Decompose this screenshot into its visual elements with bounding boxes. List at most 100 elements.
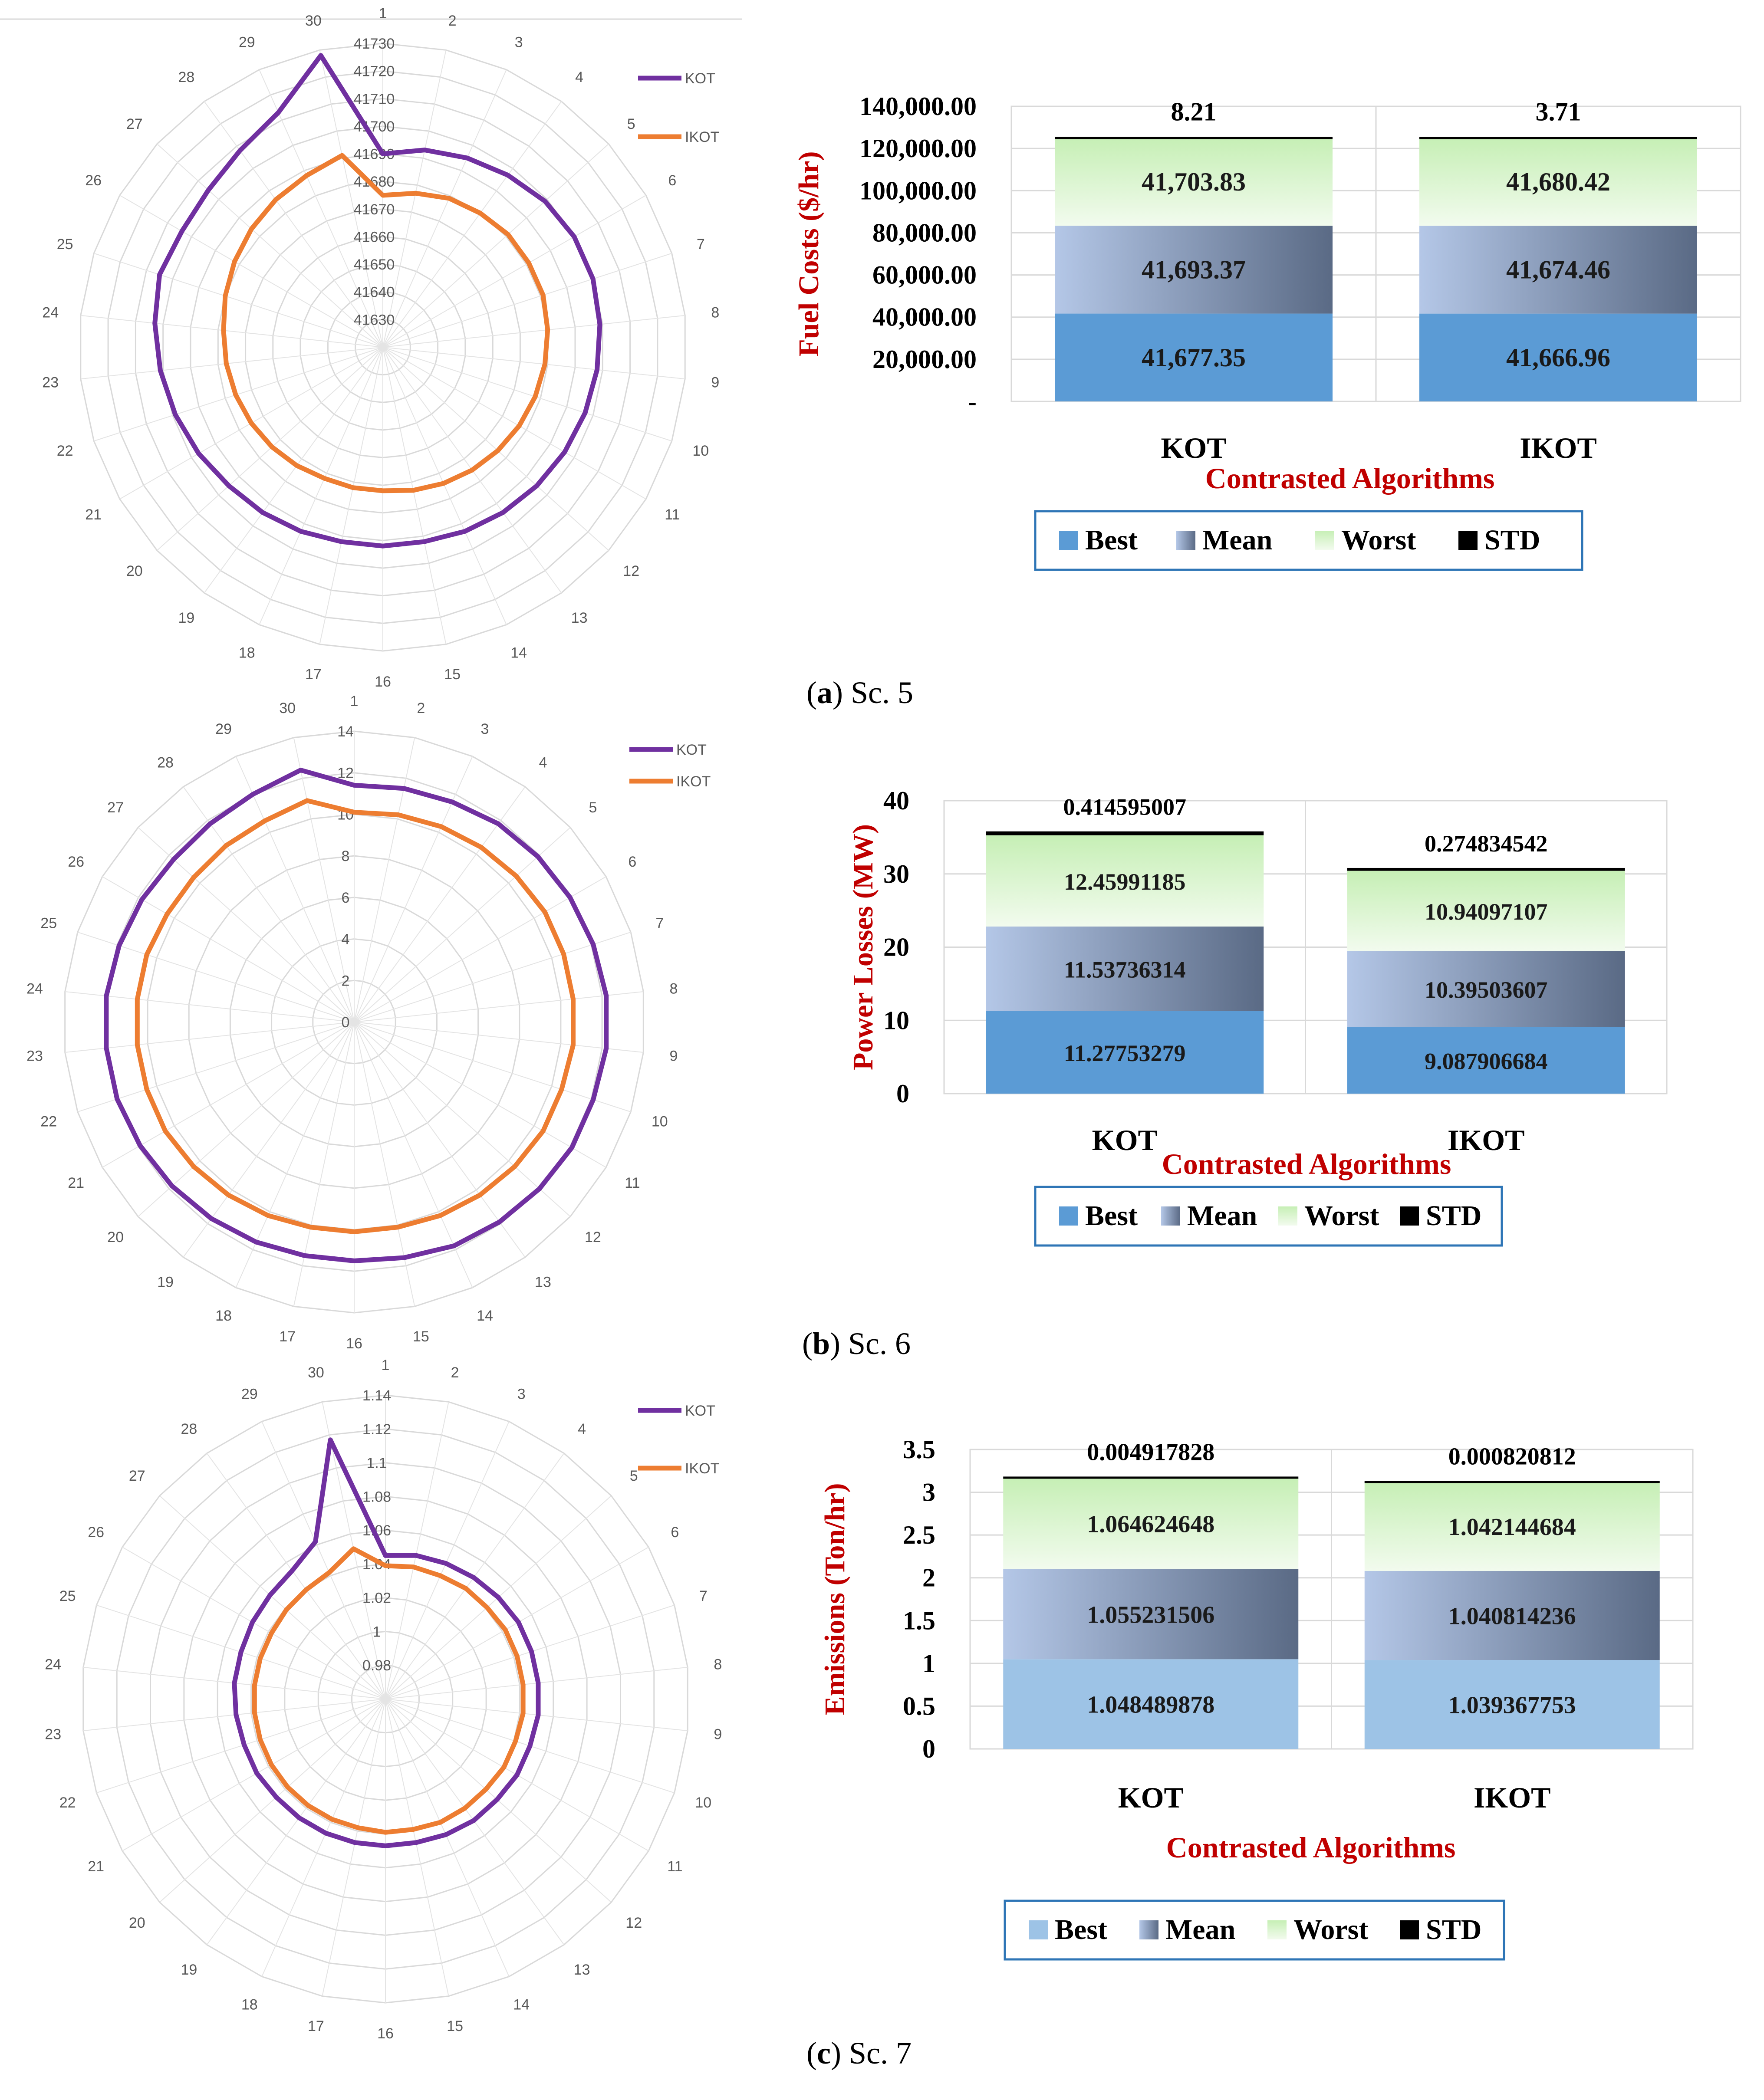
radar-spoke-b bbox=[138, 1022, 355, 1217]
radar-tick-label: 1.14 bbox=[362, 1387, 391, 1404]
radar-series-kot bbox=[232, 1437, 541, 1848]
radar-spoke-c bbox=[385, 1402, 449, 1699]
data-label-best: 9.087906684 bbox=[1425, 1048, 1548, 1074]
data-label-worst: 41,703.83 bbox=[1142, 168, 1246, 196]
radar-category-label: 2 bbox=[417, 700, 425, 716]
radar-tick-label: 6 bbox=[342, 890, 350, 906]
legend-label-best: Best bbox=[1055, 1914, 1107, 1946]
legend-label-mean: Mean bbox=[1187, 1200, 1257, 1232]
radar-category-label: 21 bbox=[85, 506, 102, 523]
radar-category-label: 22 bbox=[59, 1794, 76, 1811]
bar-segment-mean bbox=[1364, 1571, 1660, 1660]
legend-swatch-best bbox=[1059, 1206, 1078, 1226]
y-tick-label: 0.5 bbox=[903, 1692, 935, 1720]
radar-spoke-b bbox=[354, 932, 631, 1022]
radar-spoke-a bbox=[259, 347, 383, 625]
radar-spoke-a bbox=[157, 347, 383, 551]
radar-spoke-a bbox=[382, 347, 672, 442]
radar-category-label: 5 bbox=[589, 799, 597, 816]
bar-segment-worst bbox=[1419, 138, 1697, 226]
y-tick-label: 120,000.00 bbox=[859, 134, 977, 163]
radar-category-label: 4 bbox=[575, 69, 583, 85]
data-label-mean: 1.040814236 bbox=[1448, 1603, 1576, 1630]
radar-spoke-a bbox=[80, 315, 383, 348]
legend-label-ikot: IKOT bbox=[685, 129, 719, 145]
caption-b: (b) Sc. 6 bbox=[802, 1326, 911, 1361]
radar-tick-label: 41660 bbox=[354, 229, 395, 245]
radar-spoke-b bbox=[77, 932, 355, 1022]
legend-swatch-best bbox=[1059, 531, 1078, 550]
radar-spoke-a bbox=[319, 347, 383, 644]
radar-spoke-b bbox=[77, 1022, 355, 1112]
radar-tick-label: 12 bbox=[337, 765, 354, 782]
radar-category-label: 12 bbox=[625, 1915, 642, 1931]
y-tick-label: 3.5 bbox=[903, 1435, 935, 1464]
bar-segment-best bbox=[1364, 1660, 1660, 1749]
radar-category-label: 25 bbox=[59, 1588, 76, 1604]
radar-category-label: 24 bbox=[45, 1656, 61, 1673]
radar-spoke-c bbox=[385, 1699, 449, 1996]
radar-spoke-b bbox=[102, 876, 355, 1022]
radar-category-label: 5 bbox=[630, 1468, 638, 1484]
radar-spoke-a bbox=[93, 253, 383, 348]
y-tick-label: 1 bbox=[922, 1649, 935, 1678]
radar-category-label: 8 bbox=[669, 981, 678, 997]
radar-category-label: 6 bbox=[671, 1524, 679, 1541]
legend-swatch-mean bbox=[1161, 1206, 1180, 1226]
radar-spoke-b bbox=[354, 1022, 526, 1258]
radar-spoke-a bbox=[382, 347, 447, 644]
radar-spoke-c bbox=[159, 1495, 386, 1699]
radar-spoke-a bbox=[382, 347, 646, 500]
radar-category-label: 8 bbox=[711, 305, 719, 321]
y-tick-label: 0 bbox=[896, 1079, 909, 1108]
radar-category-label: 3 bbox=[515, 34, 523, 51]
y-tick-label: 3 bbox=[922, 1478, 935, 1507]
radar-tick-label: 0.98 bbox=[362, 1657, 391, 1674]
radar-category-label: 28 bbox=[157, 754, 174, 771]
radar-series-kot bbox=[152, 53, 602, 549]
radar-spoke-a bbox=[80, 347, 383, 380]
radar-tick-label: 41650 bbox=[354, 256, 395, 273]
radar-category-label: 16 bbox=[346, 1335, 362, 1352]
radar-category-label: 21 bbox=[88, 1858, 104, 1875]
legend-label-std: STD bbox=[1484, 524, 1540, 556]
radar-category-label: 20 bbox=[129, 1915, 145, 1931]
y-axis-title: Fuel Costs ($/hr) bbox=[793, 151, 825, 357]
y-axis-title: Emissions (Ton/hr) bbox=[819, 1483, 851, 1715]
legend-label-std: STD bbox=[1426, 1200, 1481, 1232]
radar-spoke-b bbox=[354, 737, 415, 1022]
radar-category-label: 21 bbox=[68, 1175, 84, 1191]
radar-spoke-c bbox=[122, 1699, 386, 1851]
bar-segment-worst bbox=[1347, 871, 1625, 951]
legend-swatch-std bbox=[1458, 531, 1478, 550]
radar-tick-label: 14 bbox=[337, 723, 354, 740]
bar-segment-best bbox=[986, 1011, 1264, 1094]
radar-spoke-b bbox=[293, 1022, 355, 1307]
radar-category-label: 11 bbox=[665, 506, 680, 523]
radar-spoke-a bbox=[382, 347, 685, 380]
radar-category-label: 26 bbox=[85, 172, 102, 189]
radar-category-label: 9 bbox=[669, 1048, 678, 1064]
radar-spoke-a bbox=[157, 143, 383, 348]
radar-spoke-b bbox=[65, 991, 355, 1022]
radar-category-label: 30 bbox=[279, 700, 296, 716]
radar-tick-label: 1 bbox=[373, 1623, 381, 1640]
radar-spoke-a bbox=[119, 195, 383, 348]
x-axis-title: Contrasted Algorithms bbox=[1205, 462, 1495, 495]
radar-category-label: 11 bbox=[625, 1175, 640, 1191]
radar-series-ikot bbox=[135, 798, 576, 1234]
radar-tick-label: 41710 bbox=[354, 91, 395, 107]
radar-tick-label: 2 bbox=[342, 973, 350, 989]
radar-spoke-a bbox=[382, 101, 562, 348]
radar-category-label: 17 bbox=[279, 1328, 296, 1345]
bar-segment-worst bbox=[1055, 138, 1333, 226]
radar-spoke-b bbox=[354, 1022, 631, 1112]
radar-category-label: 27 bbox=[129, 1468, 145, 1484]
radar-spoke-a bbox=[204, 347, 383, 593]
x-category-label: KOT bbox=[1161, 431, 1226, 464]
legend-label-ikot: IKOT bbox=[676, 773, 711, 790]
